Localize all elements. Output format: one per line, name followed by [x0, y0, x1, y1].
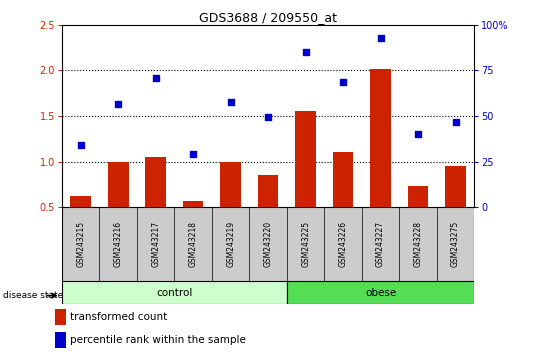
- Bar: [62, 281, 287, 304]
- Bar: [258, 175, 279, 207]
- Point: [226, 99, 235, 105]
- Text: GSM243228: GSM243228: [413, 221, 423, 267]
- Bar: [56, 309, 66, 325]
- Text: GSM243275: GSM243275: [451, 221, 460, 267]
- Text: GSM243216: GSM243216: [114, 221, 123, 267]
- Text: obese: obese: [365, 288, 396, 298]
- Title: GDS3688 / 209550_at: GDS3688 / 209550_at: [199, 11, 337, 24]
- Text: GSM243225: GSM243225: [301, 221, 310, 267]
- Point: [77, 142, 85, 148]
- Point: [451, 120, 460, 125]
- Bar: [220, 161, 241, 207]
- Point: [264, 114, 273, 120]
- Bar: [287, 281, 474, 304]
- Bar: [408, 186, 429, 207]
- Bar: [183, 201, 204, 207]
- Point: [151, 75, 160, 80]
- Bar: [146, 157, 166, 207]
- Bar: [56, 332, 66, 348]
- Point: [414, 131, 423, 137]
- Text: transformed count: transformed count: [70, 312, 168, 322]
- Bar: [445, 166, 466, 207]
- Bar: [333, 152, 354, 207]
- Bar: [71, 196, 91, 207]
- Bar: [295, 112, 316, 207]
- Text: control: control: [156, 288, 192, 298]
- Text: GSM243218: GSM243218: [189, 221, 198, 267]
- Point: [301, 49, 310, 55]
- Text: percentile rank within the sample: percentile rank within the sample: [70, 335, 246, 346]
- Bar: [370, 69, 391, 207]
- Text: GSM243227: GSM243227: [376, 221, 385, 267]
- Text: GSM243219: GSM243219: [226, 221, 235, 267]
- Point: [114, 101, 122, 107]
- Point: [339, 79, 348, 85]
- Text: disease state: disease state: [3, 291, 63, 300]
- Point: [376, 36, 385, 41]
- Text: GSM243215: GSM243215: [76, 221, 85, 267]
- Bar: [108, 161, 128, 207]
- Point: [189, 152, 197, 157]
- Text: GSM243217: GSM243217: [151, 221, 160, 267]
- Text: GSM243220: GSM243220: [264, 221, 273, 267]
- Text: GSM243226: GSM243226: [338, 221, 348, 267]
